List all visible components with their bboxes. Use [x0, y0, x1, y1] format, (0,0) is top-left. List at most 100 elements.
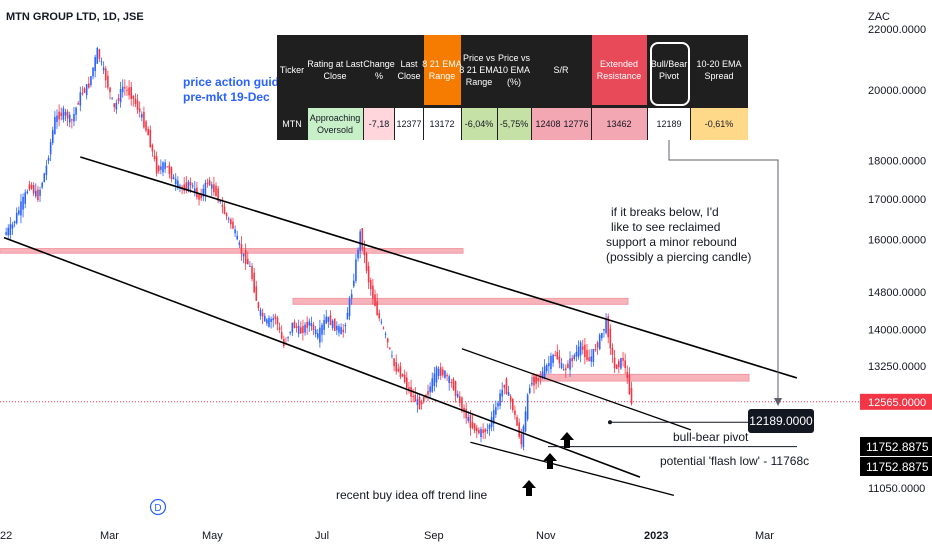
candle	[164, 159, 166, 173]
candle	[367, 261, 370, 289]
candle	[194, 181, 196, 197]
candle	[300, 321, 302, 334]
candle	[221, 196, 224, 214]
candle	[9, 217, 12, 240]
table-ema-range: 13172	[429, 119, 454, 129]
candle	[168, 161, 171, 179]
x-tick-label: Jul	[315, 530, 329, 542]
candle	[312, 321, 315, 336]
candle	[64, 108, 67, 122]
candle	[478, 427, 480, 435]
candle	[579, 340, 582, 363]
candle	[172, 174, 175, 180]
table-header-cell: Extended	[600, 59, 638, 69]
table-header-cell: Resistance	[597, 71, 642, 81]
candle	[372, 278, 374, 305]
candle	[355, 254, 357, 284]
x-tick-label: 22	[0, 530, 12, 542]
pivot-anchor-dot	[608, 420, 612, 425]
candle	[7, 224, 10, 240]
candle	[348, 296, 351, 321]
candle	[244, 243, 247, 270]
candle	[376, 293, 378, 316]
candle	[475, 424, 478, 439]
candle	[202, 184, 205, 202]
table-header-cell: 8 21 EMA	[459, 65, 499, 75]
candle	[232, 217, 234, 230]
candle	[60, 107, 63, 121]
candle	[439, 362, 442, 380]
candle	[304, 322, 306, 336]
candle	[155, 151, 158, 177]
candle	[238, 240, 241, 249]
candle	[562, 363, 565, 371]
candle	[126, 85, 128, 96]
candle	[181, 185, 183, 195]
table-header-cell: Price vs	[498, 53, 531, 63]
resistance-zone	[531, 373, 750, 382]
candle	[336, 321, 338, 336]
candle	[592, 348, 595, 367]
candle	[401, 373, 404, 378]
candle	[259, 307, 262, 320]
candle	[166, 166, 169, 168]
up-arrow-icon	[522, 480, 536, 496]
candle	[41, 181, 43, 190]
candle	[446, 372, 448, 382]
candle	[435, 365, 438, 388]
candle	[227, 216, 230, 224]
candle	[109, 86, 111, 100]
resistance-zone	[292, 297, 629, 305]
candle	[283, 335, 285, 349]
table-header-cell: Change	[363, 59, 395, 69]
candle	[497, 400, 499, 411]
flash-low-badge	[860, 457, 932, 476]
candle	[138, 101, 141, 118]
table-rating-line1: Approaching	[310, 113, 361, 123]
candle	[149, 125, 152, 148]
candle	[20, 193, 22, 224]
candle	[325, 309, 328, 325]
candle	[448, 374, 450, 391]
candle	[340, 323, 342, 335]
table-header-cell: Last	[400, 59, 418, 69]
candle	[96, 46, 99, 64]
candle	[488, 423, 491, 436]
candle	[575, 344, 578, 362]
dividend-badge-icon[interactable]	[149, 498, 167, 516]
candle	[121, 79, 124, 98]
candle	[391, 350, 393, 359]
x-tick-label: Sep	[424, 530, 444, 542]
candle	[416, 394, 419, 413]
candle	[594, 344, 597, 352]
x-axis[interactable]: 22 Mar May Jul Sep Nov 2023 Mar	[0, 530, 774, 542]
candle	[266, 318, 268, 327]
candle	[554, 350, 556, 357]
inner-upper-channel-line	[461, 348, 692, 431]
candle	[507, 385, 510, 397]
candle	[280, 325, 283, 340]
candle	[160, 159, 162, 175]
candle	[54, 111, 56, 135]
candle	[51, 126, 54, 146]
candle	[431, 372, 434, 393]
candle	[630, 381, 633, 406]
candle	[255, 280, 258, 301]
candle	[573, 353, 576, 361]
x-tick-label: 2023	[644, 530, 668, 542]
candle	[11, 222, 14, 235]
candle	[596, 340, 599, 355]
candle	[433, 366, 436, 392]
candle	[132, 95, 135, 107]
candle	[81, 86, 84, 96]
candle	[609, 324, 612, 356]
table-header-cell: Bull/Bear	[651, 59, 688, 69]
y-axis[interactable]: 22000.0000 20000.0000 18000.0000 17000.0000…	[868, 24, 926, 495]
candle	[607, 313, 609, 344]
candle	[406, 371, 408, 395]
candle	[333, 318, 336, 332]
candle	[102, 61, 105, 75]
x-tick-label: May	[202, 530, 223, 542]
candle	[68, 111, 71, 128]
